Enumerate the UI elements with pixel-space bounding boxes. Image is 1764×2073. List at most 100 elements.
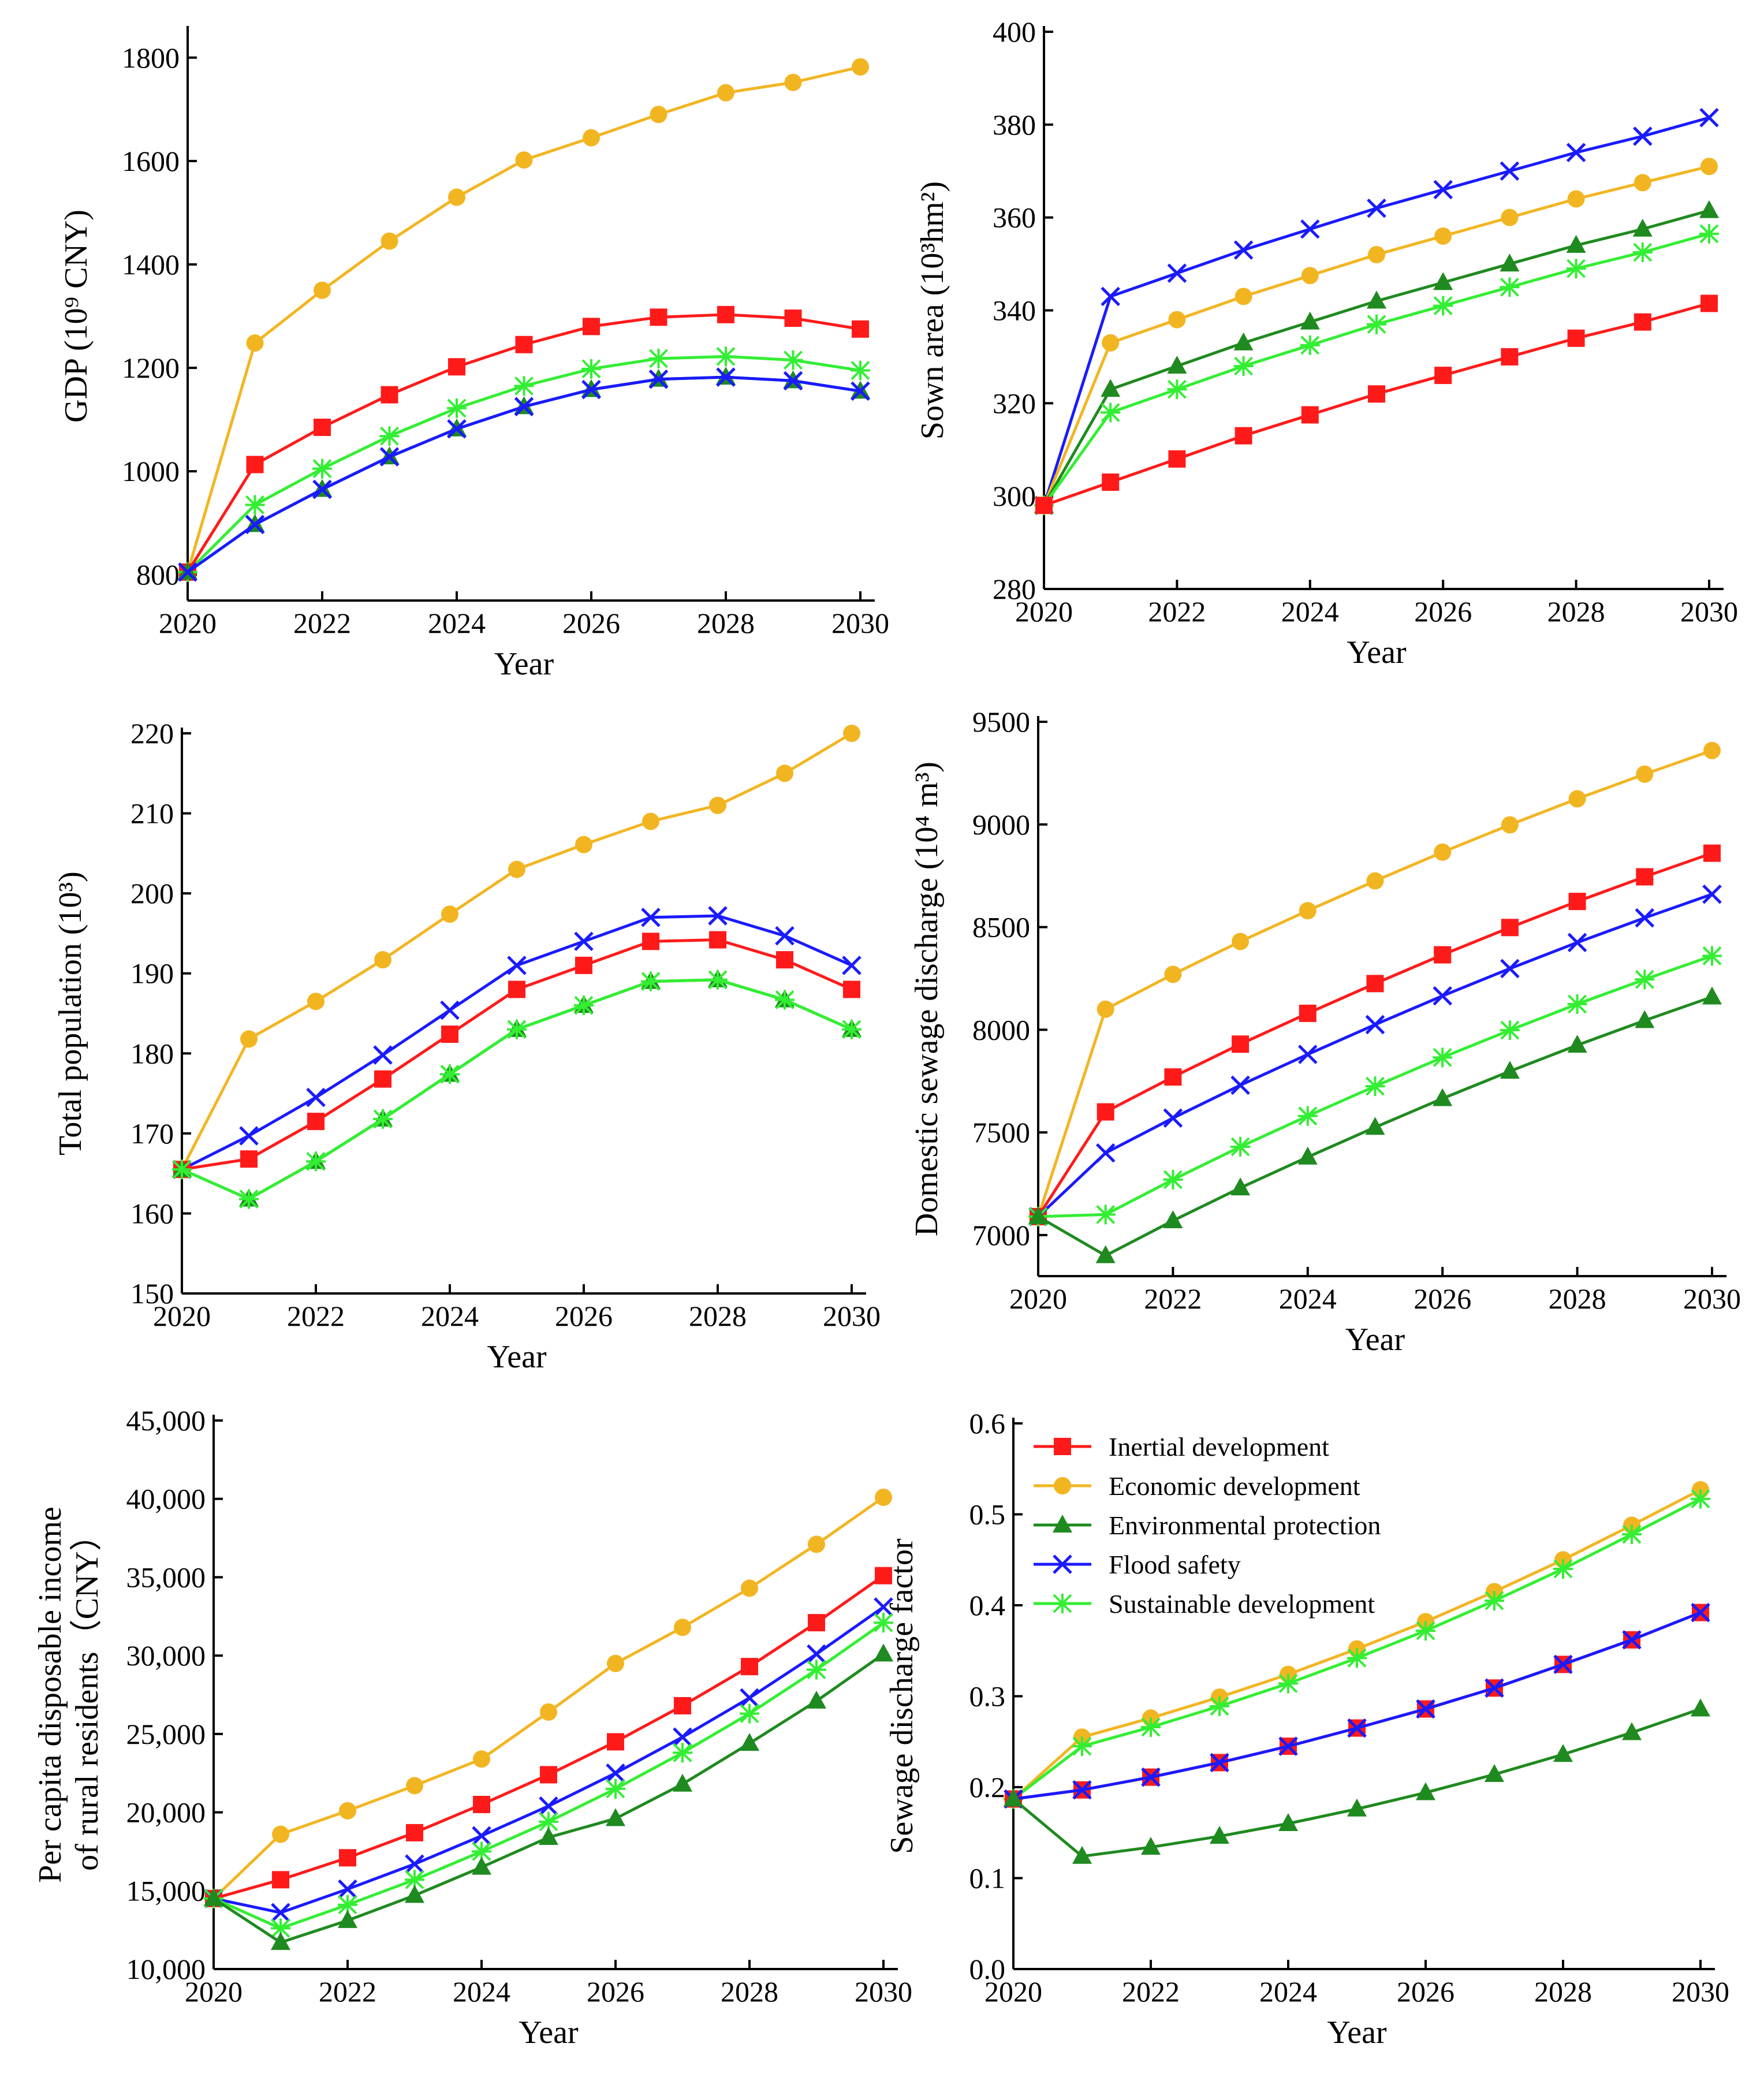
- data-point: [1035, 497, 1053, 514]
- x-tick-label: 2024: [453, 1975, 510, 2008]
- data-point: [642, 933, 659, 950]
- y-tick-label: 800: [136, 558, 180, 591]
- data-point: [447, 419, 467, 439]
- data-point: [1567, 329, 1585, 347]
- y-tick-label: 340: [993, 294, 1036, 327]
- x-tick-label: 2026: [555, 1300, 613, 1332]
- data-point: [245, 495, 265, 515]
- data-point: [1632, 218, 1653, 237]
- data-point: [1567, 933, 1587, 952]
- data-point: [851, 360, 870, 381]
- data-point: [1635, 908, 1655, 928]
- data-point: [650, 106, 667, 124]
- data-point: [741, 1579, 758, 1597]
- legend-item-flood-safety: Flood safety: [1034, 1550, 1241, 1579]
- data-point: [1167, 263, 1187, 283]
- data-point: [1485, 1678, 1504, 1698]
- data-point: [1278, 1736, 1298, 1756]
- data-point: [1703, 741, 1721, 759]
- series-inertial-development: [1035, 294, 1718, 514]
- data-point: [1567, 994, 1587, 1014]
- legend-label: Environmental protection: [1109, 1511, 1381, 1540]
- data-point: [1500, 253, 1520, 272]
- data-point: [574, 996, 594, 1016]
- data-point: [1622, 1630, 1642, 1650]
- y-tick-label: 150: [130, 1277, 174, 1310]
- data-point: [271, 1918, 290, 1938]
- y-tick-label: 160: [130, 1197, 174, 1229]
- data-point: [1300, 311, 1320, 330]
- x-tick-label: 2030: [1672, 1975, 1729, 2008]
- data-point: [1500, 161, 1520, 181]
- data-point: [1702, 946, 1722, 966]
- data-point: [1168, 450, 1186, 468]
- data-point: [1636, 765, 1654, 783]
- data-point: [1699, 108, 1719, 128]
- data-point: [1368, 246, 1385, 263]
- y-axis-title: Sown area (10³hm²): [915, 181, 950, 439]
- data-point: [271, 1903, 290, 1923]
- x-axis-title: Year: [519, 2015, 579, 2050]
- data-point: [708, 906, 728, 926]
- data-point: [271, 1932, 290, 1950]
- legend: Inertial development Economic development…: [1034, 1432, 1381, 1619]
- data-point: [272, 1871, 289, 1889]
- y-tick-label: 30,000: [126, 1639, 206, 1672]
- y-tick-label: 380: [993, 109, 1036, 141]
- data-point: [1210, 1826, 1229, 1844]
- x-tick-label: 2030: [855, 1975, 912, 2008]
- data-point: [1141, 1767, 1161, 1787]
- x-tick-label: 2026: [1414, 1282, 1471, 1315]
- data-point: [1297, 1146, 1318, 1165]
- legend-label: Flood safety: [1109, 1550, 1241, 1579]
- series-environmental-protection: [172, 969, 862, 1207]
- data-point: [246, 456, 264, 473]
- y-tick-label: 210: [130, 797, 174, 830]
- data-point: [1700, 294, 1718, 312]
- data-point: [406, 1777, 423, 1795]
- x-tick-label: 2022: [319, 1975, 376, 2008]
- data-point: [1301, 267, 1319, 285]
- legend-label: Sustainable development: [1109, 1589, 1375, 1619]
- data-point: [1434, 227, 1452, 245]
- data-point: [1500, 277, 1520, 297]
- data-point: [1072, 1845, 1092, 1864]
- data-point: [1501, 816, 1519, 834]
- data-point: [1365, 1015, 1385, 1035]
- data-point: [1297, 1106, 1318, 1126]
- data-point: [1028, 1206, 1048, 1224]
- x-tick-label: 2022: [1122, 1975, 1180, 2008]
- y-tick-label: 1400: [122, 248, 180, 281]
- data-point: [515, 335, 533, 353]
- y-tick-label: 300: [993, 480, 1036, 512]
- y-tick-label: 7500: [972, 1116, 1030, 1149]
- data-point: [1210, 1753, 1229, 1773]
- x-tick-label: 2028: [1534, 1975, 1592, 2008]
- data-point: [374, 951, 391, 969]
- y-tick-label: 0.1: [969, 1862, 1006, 1895]
- data-point: [472, 1856, 491, 1875]
- y-tick-label: 1800: [122, 42, 180, 74]
- series-economic-development: [179, 58, 869, 581]
- data-point: [1167, 379, 1187, 400]
- data-point: [1699, 200, 1719, 218]
- data-point: [508, 860, 525, 878]
- data-point: [1433, 986, 1452, 1006]
- data-point: [575, 956, 592, 974]
- data-point: [1095, 1143, 1116, 1163]
- data-point: [338, 1879, 357, 1899]
- data-point: [808, 1535, 825, 1553]
- y-tick-label: 10,000: [126, 1953, 206, 1985]
- data-point: [245, 514, 265, 535]
- data-point: [1367, 314, 1386, 334]
- data-point: [783, 350, 803, 370]
- y-tick-label: 40,000: [126, 1483, 206, 1515]
- data-point: [852, 58, 869, 76]
- data-point: [807, 1660, 826, 1680]
- data-point: [1097, 1103, 1114, 1121]
- series-inertial-development: [205, 1567, 892, 1907]
- data-point: [314, 281, 331, 299]
- series-inertial-development: [1005, 1604, 1709, 1808]
- data-point: [1632, 242, 1653, 262]
